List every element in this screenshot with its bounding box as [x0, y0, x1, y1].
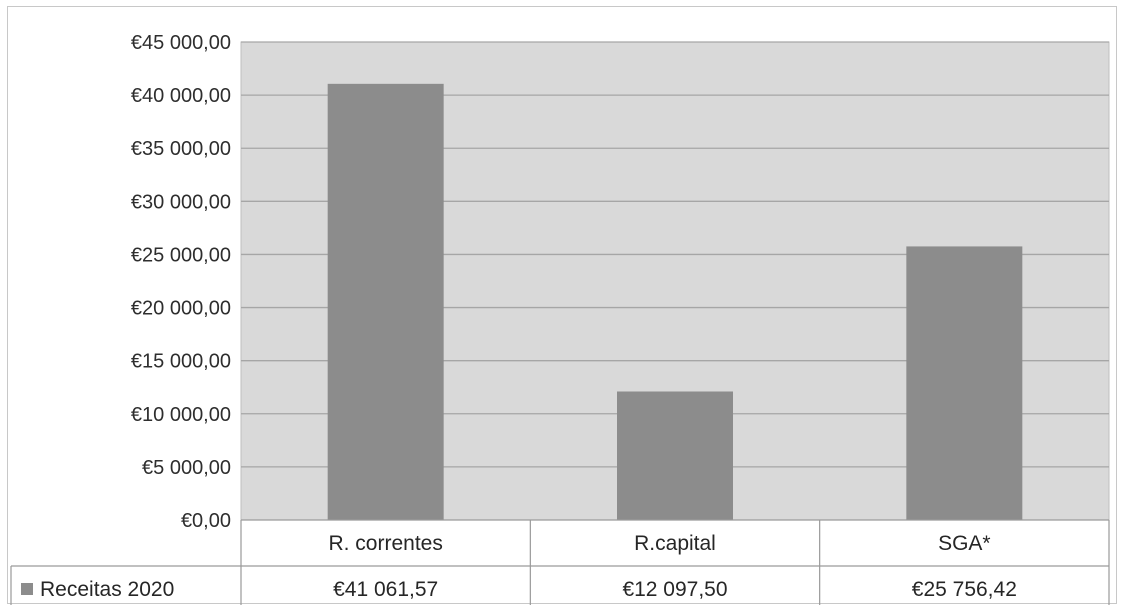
data-table-value: €25 756,42 [912, 578, 1017, 601]
y-tick-label: €40 000,00 [131, 85, 231, 107]
y-tick-label: €35 000,00 [131, 138, 231, 160]
legend-key [21, 583, 33, 595]
y-tick-label: €5 000,00 [142, 457, 231, 479]
y-tick-label: €10 000,00 [131, 404, 231, 426]
x-category-label: R. correntes [328, 532, 442, 555]
bar-chart: €0,00 €5 000,00 €10 000,00 €15 000,00 €20 00… [10, 32, 1110, 605]
legend-series-name: Receitas 2020 [40, 578, 174, 601]
bar [906, 246, 1023, 520]
bar [327, 83, 444, 521]
data-table-value: €12 097,50 [622, 578, 727, 601]
x-category-label: SGA* [938, 532, 991, 555]
x-category-label: R.capital [634, 532, 716, 555]
y-tick-label: €25 000,00 [131, 244, 231, 266]
data-table-value: €41 061,57 [333, 578, 438, 601]
y-tick-label: €20 000,00 [131, 298, 231, 320]
y-tick-label: €45 000,00 [131, 32, 231, 54]
data-table: R. correntes R.capital SGA* Receitas 2020 €4… [10, 519, 1110, 605]
y-tick-label: €0,00 [181, 510, 231, 532]
y-tick-label: €15 000,00 [131, 351, 231, 373]
bar [617, 391, 733, 520]
chart-frame: €0,00 €5 000,00 €10 000,00 €15 000,00 €20 00… [7, 6, 1117, 605]
y-tick-label: €30 000,00 [131, 191, 231, 213]
